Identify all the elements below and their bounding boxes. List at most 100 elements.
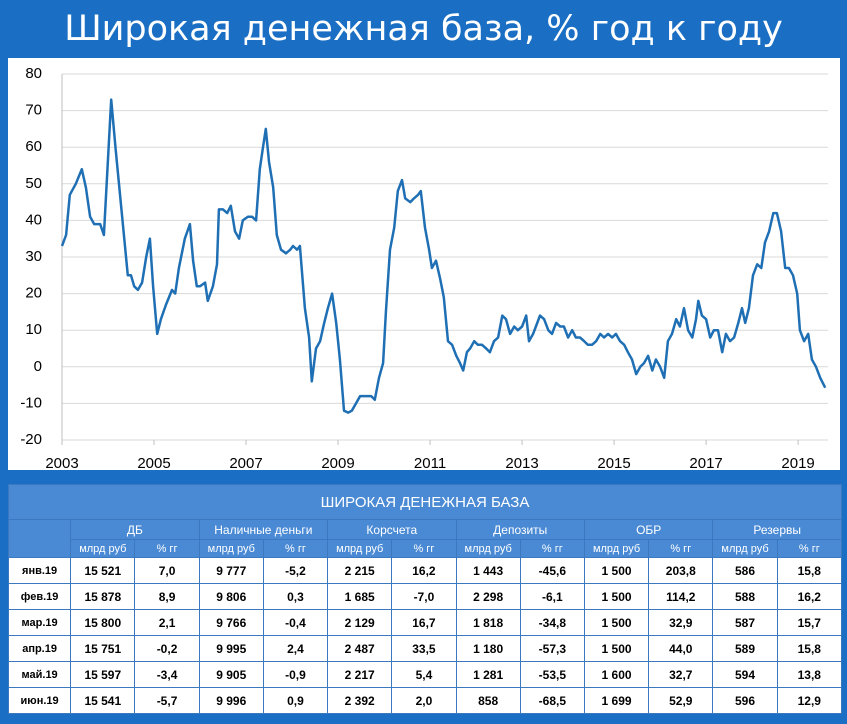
table-cell: 1 600 <box>583 661 650 688</box>
data-table: ШИРОКАЯ ДЕНЕЖНАЯ БАЗА ДБ Наличные деньги Ко… <box>7 484 843 714</box>
table-cell: -5,2 <box>262 557 329 584</box>
table-cell: 9 806 <box>198 583 264 610</box>
table-cell: 594 <box>712 661 778 688</box>
table-cell: 2 217 <box>327 661 393 688</box>
table-cell: 1 180 <box>455 635 521 662</box>
table-title: ШИРОКАЯ ДЕНЕЖНАЯ БАЗА <box>8 484 842 520</box>
table-cell: -45,6 <box>519 557 585 584</box>
table-cell: 15 597 <box>70 661 136 688</box>
table-cell: 2,1 <box>134 609 200 636</box>
table-cell: -57,3 <box>519 635 585 662</box>
table-cell: -0,9 <box>262 661 329 688</box>
group-header: Наличные деньги <box>198 519 329 540</box>
y-tick-label: -10 <box>20 394 42 411</box>
sub-header: млрд руб <box>583 539 650 558</box>
table-cell: 15,8 <box>776 557 843 584</box>
table-cell: 15 878 <box>70 583 136 610</box>
x-tick-label: 2007 <box>229 455 262 470</box>
table-cell: 2 487 <box>327 635 393 662</box>
table-cell: 16,2 <box>776 583 843 610</box>
table-cell: 7,0 <box>134 557 200 584</box>
row-label: фев.19 <box>7 583 72 610</box>
table-cell: -0,4 <box>262 609 329 636</box>
x-tick-label: 2015 <box>597 455 630 470</box>
table-cell: 1 281 <box>455 661 521 688</box>
table-cell: 114,2 <box>648 583 714 610</box>
row-label: мар.19 <box>7 609 72 636</box>
y-tick-label: 0 <box>34 358 42 375</box>
x-tick-label: 2009 <box>321 455 354 470</box>
table-cell: 2 298 <box>455 583 521 610</box>
table-cell: 1 500 <box>583 635 650 662</box>
table-row: май.19 15 597 -3,4 9 905 -0,9 2 217 5,4 1 281 -5… <box>7 661 843 688</box>
table-cell: 9 996 <box>198 687 264 714</box>
table-cell: 1 500 <box>583 609 650 636</box>
x-tick-label: 2011 <box>414 455 446 470</box>
group-header: Депозиты <box>455 519 585 540</box>
table-cell: 2 129 <box>327 609 393 636</box>
table-cell: 588 <box>712 583 778 610</box>
y-tick-label: 20 <box>25 285 42 302</box>
x-tick-label: 2017 <box>689 455 722 470</box>
table-cell: 1 443 <box>455 557 521 584</box>
table-cell: 9 777 <box>198 557 264 584</box>
x-tick-label: 2005 <box>137 455 170 470</box>
y-tick-label: 60 <box>25 138 42 155</box>
table-cell: -7,0 <box>391 583 457 610</box>
table-cell: 32,9 <box>648 609 714 636</box>
table-cell: -0,2 <box>134 635 200 662</box>
table-cell: -68,5 <box>519 687 585 714</box>
y-tick-label: 50 <box>25 175 42 192</box>
table-cell: 13,8 <box>776 661 843 688</box>
table-cell: 858 <box>455 687 521 714</box>
sub-header: млрд руб <box>455 539 521 558</box>
y-tick-label: -20 <box>20 431 42 448</box>
table-cell: 9 905 <box>198 661 264 688</box>
table-cell: 12,9 <box>776 687 843 714</box>
y-tick-label: 30 <box>25 248 42 265</box>
table-cell: 5,4 <box>391 661 457 688</box>
table-row: янв.19 15 521 7,0 9 777 -5,2 2 215 16,2 1 443 -4… <box>7 557 843 584</box>
table-cell: 15 541 <box>70 687 136 714</box>
table-cell: 2 392 <box>327 687 393 714</box>
y-tick-label: 70 <box>25 102 42 119</box>
sub-header: млрд руб <box>712 539 778 558</box>
table-cell: 587 <box>712 609 778 636</box>
table-cell: 1 699 <box>583 687 650 714</box>
row-label: май.19 <box>7 661 72 688</box>
table-row: апр.19 15 751 -0,2 9 995 2,4 2 487 33,5 1 180 -5… <box>7 635 843 662</box>
table-cell: 2,4 <box>262 635 329 662</box>
table-cell: 1 500 <box>583 583 650 610</box>
table-row: июн.19 15 541 -5,7 9 996 0,9 2 392 2,0 858 -68,5… <box>7 687 843 714</box>
group-header: ДБ <box>70 519 200 540</box>
table-cell: 596 <box>712 687 778 714</box>
data-line <box>60 98 827 414</box>
table-cell: -53,5 <box>519 661 585 688</box>
table-cell: 44,0 <box>648 635 714 662</box>
row-label: янв.19 <box>7 557 72 584</box>
y-tick-label: 80 <box>25 65 42 82</box>
table-cell: 15,7 <box>776 609 843 636</box>
chart: -20 -10 0 10 20 30 40 50 60 70 80 2003 2005 2007 2009 2… <box>8 58 840 470</box>
sub-header: % гг <box>776 539 843 558</box>
chart-title: Широкая денежная база, % год к году <box>64 9 783 49</box>
x-tick-label: 2003 <box>45 455 78 470</box>
table-cell: 32,7 <box>648 661 714 688</box>
row-label: апр.19 <box>7 635 72 662</box>
table-cell: 0,3 <box>262 583 329 610</box>
group-header: Резервы <box>712 519 842 540</box>
corner-cell <box>7 519 72 558</box>
table-row: ДБ Наличные деньги Корсчета Депозиты ОБР Резе… <box>7 519 842 558</box>
table-cell: -3,4 <box>134 661 200 688</box>
table-cell: 8,9 <box>134 583 200 610</box>
table-cell: 0,9 <box>262 687 329 714</box>
sub-header: млрд руб <box>70 539 136 558</box>
table-row: мар.19 15 800 2,1 9 766 -0,4 2 129 16,7 1 818 -3… <box>7 609 843 636</box>
sub-header: % гг <box>134 539 200 558</box>
table-row: ШИРОКАЯ ДЕНЕЖНАЯ БАЗА <box>8 484 842 520</box>
table-cell: -6,1 <box>519 583 585 610</box>
table-cell: 586 <box>712 557 778 584</box>
table-cell: 203,8 <box>648 557 714 584</box>
group-header: Корсчета <box>327 519 457 540</box>
